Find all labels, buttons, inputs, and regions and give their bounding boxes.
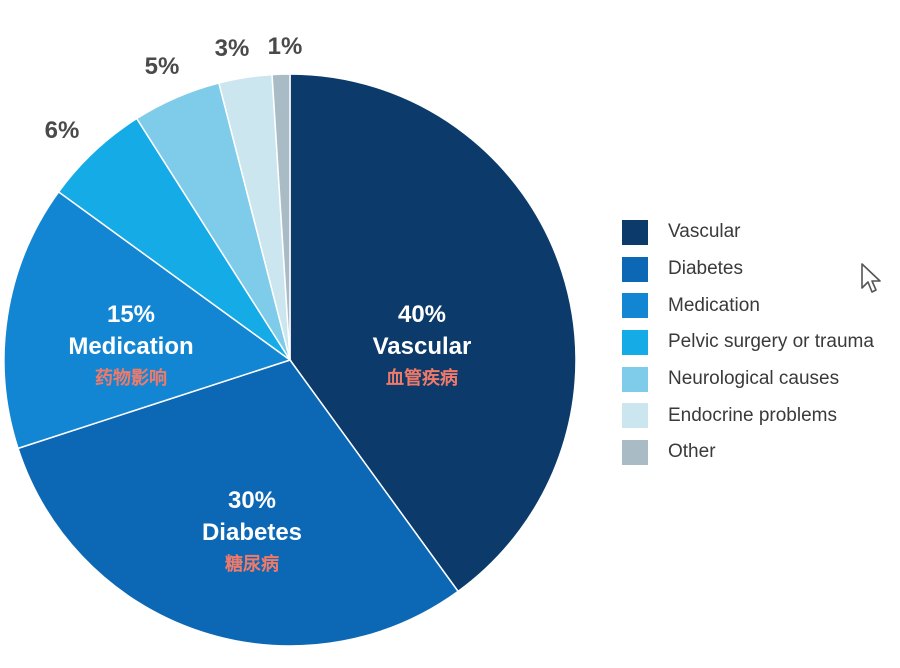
legend-swatch xyxy=(622,439,648,465)
slice-value-label-outer: 5% xyxy=(145,53,180,80)
legend: Vascular Diabetes Medication Pelvic surg… xyxy=(622,214,900,471)
legend-label: Pelvic surgery or trauma xyxy=(668,331,874,353)
slice-name-label: Medication xyxy=(68,333,193,360)
mouse-pointer-icon xyxy=(861,263,881,293)
legend-item-endocrine-problems: Endocrine problems xyxy=(622,397,900,434)
pie-slices xyxy=(3,73,577,647)
legend-swatch xyxy=(622,256,648,282)
legend-swatch xyxy=(622,329,648,355)
legend-label: Vascular xyxy=(668,221,741,243)
legend-label: Diabetes xyxy=(668,258,743,280)
pie-labels: 40% Vascular 血管疾病 30% Diabetes 糖尿病 15% Medicati… xyxy=(45,33,472,575)
legend-item-neurological-causes: Neurological causes xyxy=(622,361,900,398)
legend-item-other: Other xyxy=(622,434,900,471)
slice-value-label: 30% xyxy=(228,487,276,514)
legend-label: Neurological causes xyxy=(668,368,840,390)
pie-slice-medication xyxy=(3,190,292,450)
legend-item-pelvic-surgery-or-trauma: Pelvic surgery or trauma xyxy=(622,324,900,361)
pie-slice-vascular xyxy=(289,73,577,593)
slice-value-label: 40% xyxy=(398,301,446,328)
legend-item-diabetes: Diabetes xyxy=(622,251,900,288)
slice-annotation-label: 药物影响 xyxy=(95,367,167,389)
slice-value-label-outer: 6% xyxy=(45,117,80,144)
legend-label: Endocrine problems xyxy=(668,404,837,426)
legend-swatch xyxy=(622,403,648,429)
legend-item-vascular: Vascular xyxy=(622,214,900,251)
legend-item-medication: Medication xyxy=(622,287,900,324)
legend-label: Other xyxy=(668,441,716,463)
slice-value-label-outer: 1% xyxy=(268,33,303,60)
pie-slice-other xyxy=(271,73,291,361)
pie-slice-diabetes xyxy=(17,359,460,647)
slice-name-label: Vascular xyxy=(373,333,472,360)
slice-name-label: Diabetes xyxy=(202,519,302,546)
slice-value-label-outer: 3% xyxy=(215,35,250,62)
slice-annotation-label: 糖尿病 xyxy=(225,553,279,575)
legend-swatch xyxy=(622,366,648,392)
slice-annotation-label: 血管疾病 xyxy=(386,367,458,389)
legend-label: Medication xyxy=(668,294,760,316)
legend-swatch xyxy=(622,219,648,245)
legend-swatch xyxy=(622,293,648,319)
slice-value-label: 15% xyxy=(107,301,155,328)
